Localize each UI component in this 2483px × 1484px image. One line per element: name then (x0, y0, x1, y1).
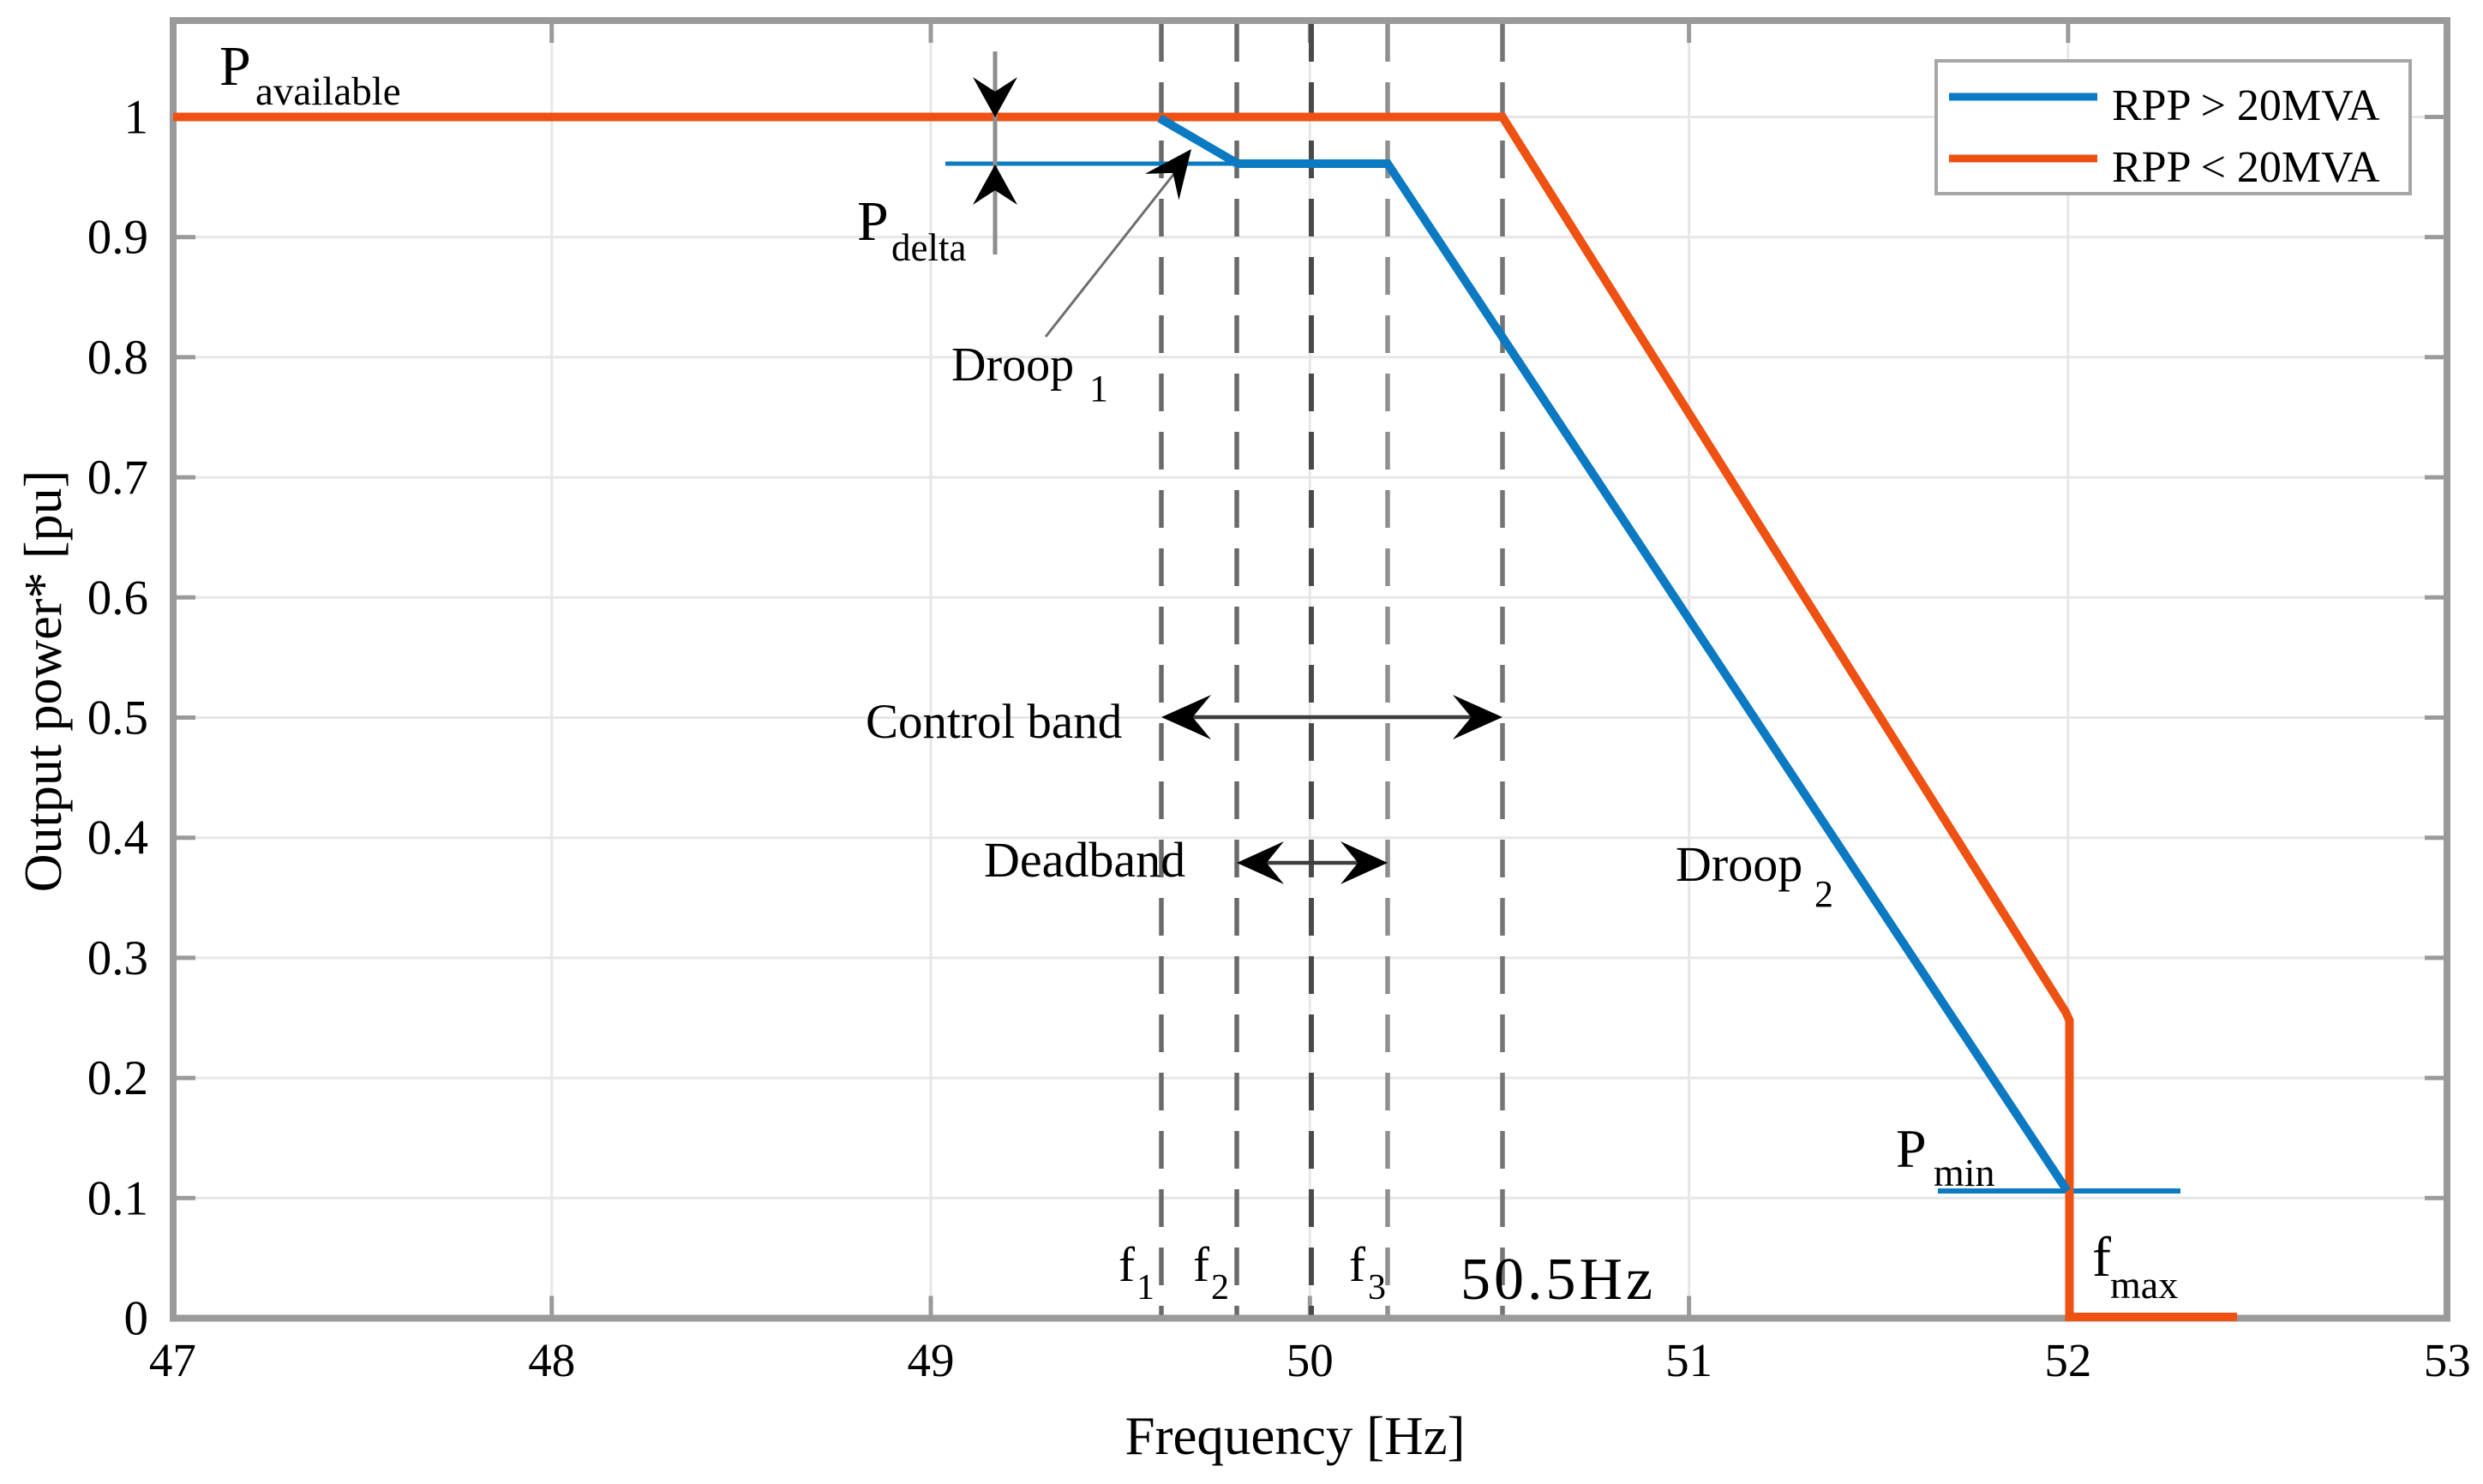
svg-text:f: f (1193, 1238, 1209, 1292)
svg-text:0.6: 0.6 (87, 571, 148, 625)
svg-text:0: 0 (124, 1292, 149, 1346)
svg-text:51: 51 (1665, 1334, 1712, 1386)
svg-text:0.4: 0.4 (87, 811, 148, 865)
svg-text:3: 3 (1368, 1268, 1386, 1307)
svg-text:53: 53 (2424, 1334, 2471, 1386)
svg-text:52: 52 (2044, 1334, 2091, 1386)
svg-text:f: f (1349, 1238, 1365, 1292)
svg-text:0.5: 0.5 (87, 691, 148, 745)
svg-text:2: 2 (1814, 873, 1833, 915)
svg-text:f: f (2092, 1226, 2111, 1289)
svg-text:49: 49 (908, 1334, 955, 1386)
svg-text:1: 1 (1137, 1268, 1155, 1307)
svg-text:max: max (2110, 1263, 2178, 1307)
svg-text:available: available (255, 69, 401, 114)
svg-text:Droop: Droop (1676, 836, 1802, 892)
svg-text:0.3: 0.3 (87, 931, 148, 985)
svg-text:RPP > 20MVA: RPP > 20MVA (2112, 81, 2380, 130)
svg-text:48: 48 (528, 1334, 575, 1386)
svg-text:RPP < 20MVA: RPP < 20MVA (2112, 143, 2380, 192)
svg-text:Output power* [pu]: Output power* [pu] (15, 470, 73, 892)
svg-text:50.5Hz: 50.5Hz (1460, 1247, 1656, 1313)
svg-text:f: f (1119, 1238, 1135, 1292)
svg-text:0.7: 0.7 (87, 451, 148, 505)
svg-text:2: 2 (1211, 1268, 1229, 1307)
svg-text:0.1: 0.1 (87, 1171, 148, 1225)
svg-text:Frequency [Hz]: Frequency [Hz] (1125, 1406, 1465, 1466)
svg-text:P: P (1896, 1118, 1927, 1179)
svg-text:0.2: 0.2 (87, 1051, 148, 1105)
svg-text:P: P (219, 35, 251, 98)
svg-text:47: 47 (149, 1334, 196, 1386)
svg-text:50: 50 (1286, 1334, 1334, 1386)
svg-text:0.8: 0.8 (87, 331, 148, 385)
svg-text:0.9: 0.9 (87, 211, 148, 265)
svg-text:1: 1 (124, 91, 149, 145)
svg-text:Control band: Control band (866, 695, 1122, 749)
svg-text:delta: delta (891, 226, 966, 269)
svg-text:min: min (1934, 1151, 1995, 1194)
svg-text:P: P (857, 190, 889, 253)
svg-text:1: 1 (1089, 368, 1108, 410)
svg-text:Deadband: Deadband (984, 832, 1185, 888)
svg-text:Droop: Droop (951, 338, 1074, 392)
